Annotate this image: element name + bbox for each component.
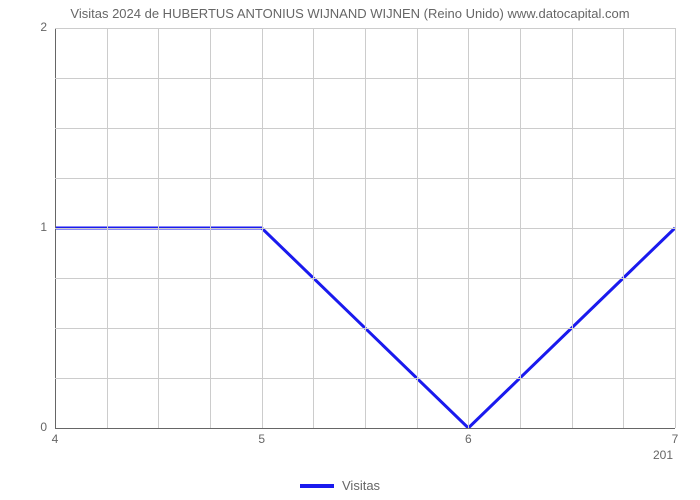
x-axis-sublabel: 201 [653,448,673,462]
x-tick-label: 7 [672,432,679,446]
y-grid-minor [55,178,675,179]
y-tick-label: 2 [31,20,47,34]
x-tick-label: 6 [465,432,472,446]
y-grid-minor [55,128,675,129]
legend-label: Visitas [342,478,380,493]
plot-area [55,28,675,428]
x-grid-major [675,28,676,428]
legend: Visitas [300,478,380,493]
y-grid-minor [55,328,675,329]
x-axis-line [55,428,675,429]
y-grid-minor [55,378,675,379]
y-tick-label: 1 [31,220,47,234]
y-grid-major [55,28,675,29]
x-tick-label: 4 [52,432,59,446]
legend-swatch [300,484,334,488]
chart-container: { "chart": { "type": "line", "title": "V… [0,0,700,500]
y-grid-major [55,228,675,229]
y-tick-label: 0 [31,420,47,434]
x-tick-label: 5 [258,432,265,446]
chart-title: Visitas 2024 de HUBERTUS ANTONIUS WIJNAN… [0,6,700,21]
y-grid-minor [55,278,675,279]
y-grid-minor [55,78,675,79]
